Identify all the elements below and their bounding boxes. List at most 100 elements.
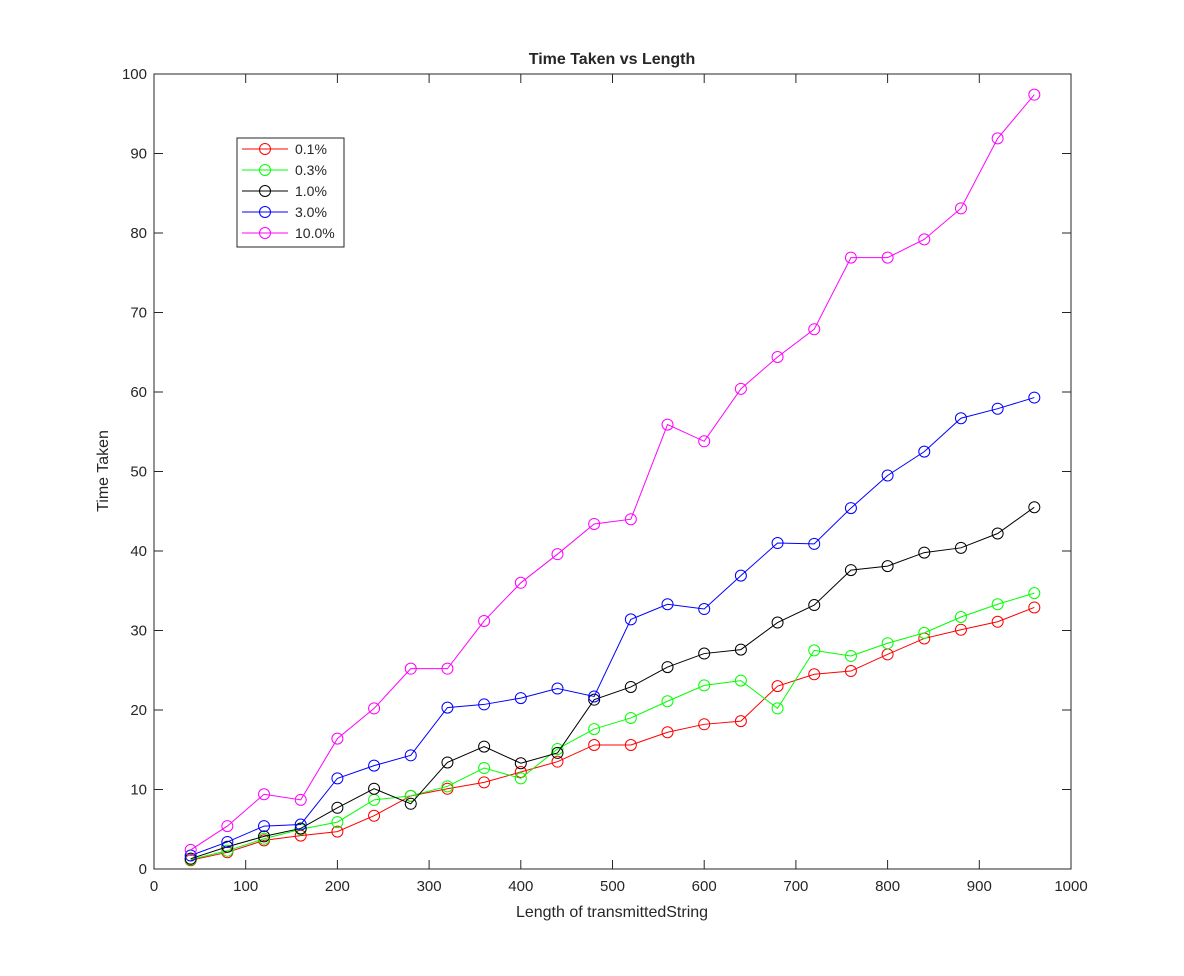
y-tick-label: 20 (130, 702, 147, 719)
y-axis-label: Time Taken (95, 430, 112, 512)
legend-marker (259, 164, 271, 176)
data-point (624, 613, 637, 626)
data-point (624, 680, 637, 693)
data-point (991, 132, 1004, 145)
data-point (918, 626, 931, 639)
y-tick-label: 70 (130, 305, 147, 322)
data-point (734, 643, 747, 656)
series-line (190, 94, 1035, 851)
chart-title: Time Taken vs Length (529, 51, 696, 68)
legend-marker (259, 185, 271, 197)
data-point (294, 793, 307, 806)
data-point (881, 251, 894, 264)
data-point (588, 738, 601, 751)
data-point (844, 502, 857, 515)
data-point (624, 711, 637, 724)
x-axis-label: Length of transmittedString (516, 904, 708, 921)
data-point (844, 251, 857, 264)
data-point (551, 548, 564, 561)
data-point (331, 801, 344, 814)
data-point (624, 738, 637, 751)
data-point (404, 797, 417, 810)
data-point (184, 852, 197, 865)
data-point (221, 835, 234, 848)
y-tick-label: 10 (130, 782, 147, 799)
data-point (258, 788, 271, 801)
data-point (588, 723, 601, 736)
legend-label: 0.1% (295, 141, 327, 157)
y-tick-label: 60 (130, 384, 147, 401)
x-tick-label: 500 (600, 878, 625, 895)
data-point (771, 680, 784, 693)
data-point (881, 637, 894, 650)
data-point (184, 843, 197, 856)
data-point (954, 202, 967, 215)
data-point (221, 840, 234, 853)
y-tick-label: 0 (139, 861, 147, 878)
legend-label: 0.3% (295, 162, 327, 178)
data-point (258, 820, 271, 833)
series-line (190, 606, 1035, 861)
data-point (404, 749, 417, 762)
x-tick-label: 800 (875, 878, 900, 895)
x-tick-label: 900 (967, 878, 992, 895)
data-point (771, 616, 784, 629)
data-point (808, 644, 821, 657)
data-point (954, 623, 967, 636)
data-point (661, 418, 674, 431)
data-point (771, 702, 784, 715)
data-point (844, 665, 857, 678)
data-point (918, 546, 931, 559)
data-point (954, 541, 967, 554)
x-tick-label: 200 (325, 878, 350, 895)
legend: 0.1% 0.3% 1.0% 3.0% 10.0% (236, 137, 345, 248)
data-point (331, 825, 344, 838)
y-tick-label: 40 (130, 543, 147, 560)
data-point (478, 698, 491, 711)
data-point (991, 615, 1004, 628)
data-point (221, 820, 234, 833)
data-point (441, 701, 454, 714)
data-point (1028, 391, 1041, 404)
data-point (331, 732, 344, 745)
data-point (588, 690, 601, 703)
data-point (808, 668, 821, 681)
data-point (368, 702, 381, 715)
data-point (478, 740, 491, 753)
data-point (771, 351, 784, 364)
data-point (258, 830, 271, 843)
data-point (881, 560, 894, 573)
data-point (514, 772, 527, 785)
data-point (844, 564, 857, 577)
data-point (551, 746, 564, 759)
data-point (698, 435, 711, 448)
data-point (844, 649, 857, 662)
data-point (294, 818, 307, 831)
data-point (441, 756, 454, 769)
x-tick-label: 300 (417, 878, 442, 895)
data-point (1028, 501, 1041, 514)
x-tick-label: 1000 (1054, 878, 1087, 895)
x-tick-label: 400 (508, 878, 533, 895)
data-point (954, 610, 967, 623)
y-tick-label: 80 (130, 225, 147, 242)
data-point (478, 614, 491, 627)
y-tick-label: 100 (122, 66, 147, 83)
data-point (661, 695, 674, 708)
data-point (184, 849, 197, 862)
series-line (190, 506, 1035, 860)
legend-label: 3.0% (295, 204, 327, 220)
data-point (624, 513, 637, 526)
series-10.0% (184, 88, 1041, 856)
data-point (588, 693, 601, 706)
data-point (478, 762, 491, 775)
data-point (954, 412, 967, 425)
data-point (881, 469, 894, 482)
data-point (588, 517, 601, 530)
data-point (991, 598, 1004, 611)
data-point (918, 445, 931, 458)
x-tick-label: 600 (692, 878, 717, 895)
series-0.3% (184, 587, 1041, 866)
data-point (1028, 88, 1041, 101)
